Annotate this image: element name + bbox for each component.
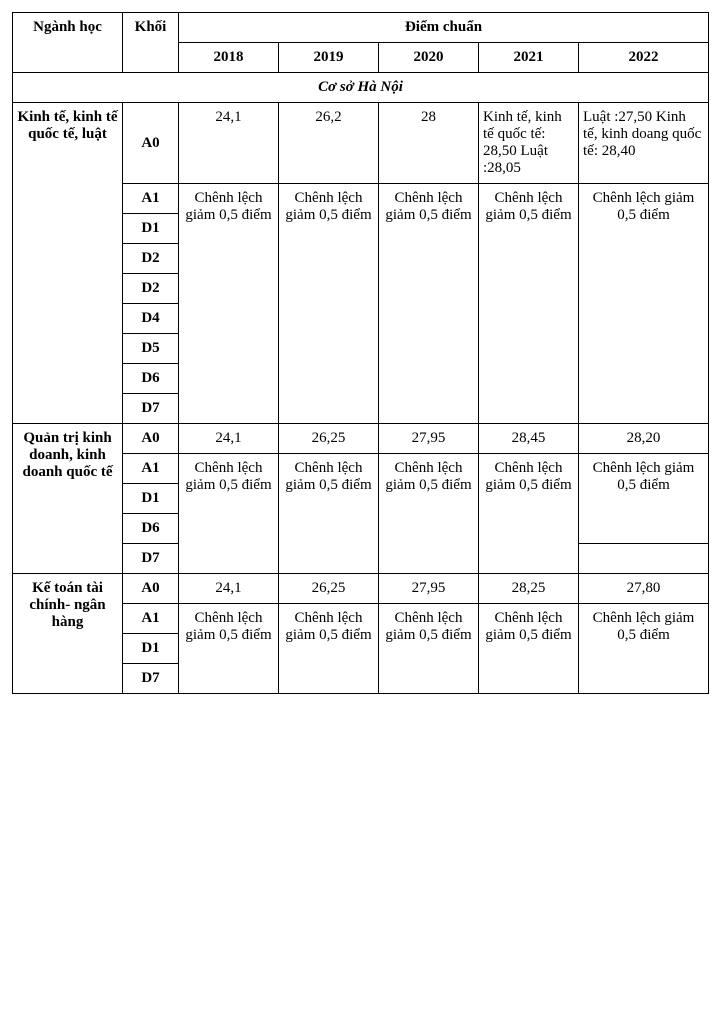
score-cell: 24,1 [179,424,279,454]
score-cell: 28,20 [579,424,709,454]
note-cell: Chênh lệch giảm 0,5 điểm [179,604,279,694]
note-cell: Chênh lệch giảm 0,5 điểm [379,184,479,424]
note-cell: Chênh lệch giảm 0,5 điểm [579,604,709,694]
header-year-2019: 2019 [279,43,379,73]
block-code: A0 [123,424,179,454]
note-cell: Chênh lệch giảm 0,5 điểm [379,604,479,694]
empty-cell [579,544,709,574]
note-cell: Chênh lệch giảm 0,5 điểm [479,604,579,694]
benchmark-table: Ngành học Khối Điểm chuẩn 2018 2019 2020… [12,12,709,694]
note-cell: Chênh lệch giảm 0,5 điểm [579,184,709,424]
block-code: D1 [123,484,179,514]
note-cell: Chênh lệch giảm 0,5 điểm [479,454,579,574]
table-header-row: Ngành học Khối Điểm chuẩn [13,13,709,43]
block-code: D6 [123,364,179,394]
header-block: Khối [123,13,179,73]
note-cell: Chênh lệch giảm 0,5 điểm [579,454,709,544]
note-cell: Chênh lệch giảm 0,5 điểm [179,184,279,424]
score-cell: 27,95 [379,424,479,454]
score-cell: 24,1 [179,574,279,604]
table-row: Quản trị kinh doanh, kinh doanh quốc tế … [13,424,709,454]
note-cell: Chênh lệch giảm 0,5 điểm [279,604,379,694]
score-cell: Luật :27,50 Kinh tế, kinh doang quốc tế:… [579,103,709,184]
section-label: Cơ sở Hà Nội [13,73,709,103]
table-row: Kế toán tài chính- ngân hàng A0 24,1 26,… [13,574,709,604]
header-benchmark: Điểm chuẩn [179,13,709,43]
block-code: D7 [123,544,179,574]
note-cell: Chênh lệch giảm 0,5 điểm [179,454,279,574]
section-row: Cơ sở Hà Nội [13,73,709,103]
note-cell: Chênh lệch giảm 0,5 điểm [479,184,579,424]
block-code: D5 [123,334,179,364]
major-name: Kế toán tài chính- ngân hàng [13,574,123,694]
block-code: D4 [123,304,179,334]
header-year-2018: 2018 [179,43,279,73]
score-cell: 27,95 [379,574,479,604]
score-cell: Kinh tế, kinh tế quốc tế: 28,50 Luật :28… [479,103,579,184]
major-name: Quản trị kinh doanh, kinh doanh quốc tế [13,424,123,574]
score-cell: 26,2 [279,103,379,184]
header-year-2022: 2022 [579,43,709,73]
block-code: D6 [123,514,179,544]
block-code: A1 [123,454,179,484]
header-year-2020: 2020 [379,43,479,73]
note-cell: Chênh lệch giảm 0,5 điểm [379,454,479,574]
note-cell: Chênh lệch giảm 0,5 điểm [279,184,379,424]
block-code: D1 [123,214,179,244]
score-cell: 24,1 [179,103,279,184]
header-year-2021: 2021 [479,43,579,73]
block-code: A0 [123,574,179,604]
table-row: Kinh tế, kinh tế quốc tế, luật A0 24,1 2… [13,103,709,184]
score-cell: 27,80 [579,574,709,604]
block-code: A0 [123,103,179,184]
major-name: Kinh tế, kinh tế quốc tế, luật [13,103,123,424]
score-cell: 26,25 [279,424,379,454]
header-major: Ngành học [13,13,123,73]
score-cell: 28 [379,103,479,184]
score-cell: 28,25 [479,574,579,604]
score-cell: 28,45 [479,424,579,454]
block-code: D7 [123,664,179,694]
block-code: D7 [123,394,179,424]
block-code: D2 [123,244,179,274]
block-code: D1 [123,634,179,664]
block-code: D2 [123,274,179,304]
block-code: A1 [123,184,179,214]
block-code: A1 [123,604,179,634]
note-cell: Chênh lệch giảm 0,5 điểm [279,454,379,574]
score-cell: 26,25 [279,574,379,604]
